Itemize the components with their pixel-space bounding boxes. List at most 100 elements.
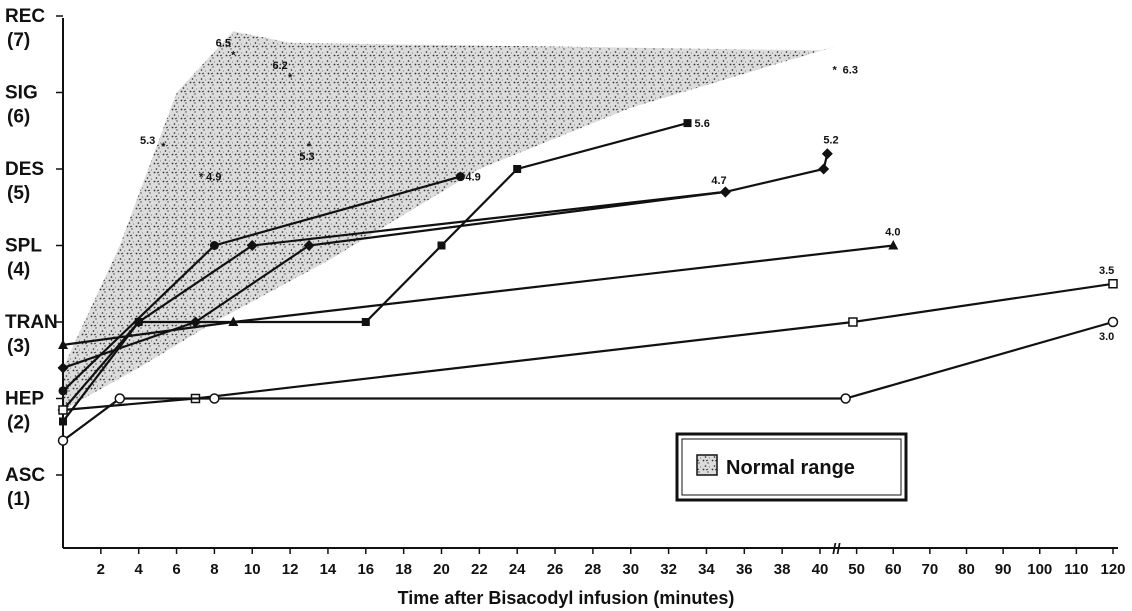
series-3-end-label: 4.9	[465, 172, 480, 184]
range-point-3-label: 6.3	[843, 65, 858, 77]
x-tick-label-50: 50	[848, 561, 865, 578]
legend: Normal range	[675, 432, 908, 502]
range-point-5-label: 5.3	[299, 151, 314, 163]
y-label-number-asc: (1)	[7, 489, 30, 510]
x-tick-label-16: 16	[357, 561, 374, 578]
x-tick-label-2: 2	[97, 561, 105, 578]
range-point-1-label: 6.5	[216, 37, 231, 49]
series-1-point-5	[513, 165, 522, 173]
y-label-number-rec: (7)	[7, 30, 30, 51]
x-tick-label-38: 38	[774, 561, 791, 578]
series-2-end-label: 5.2	[823, 135, 838, 147]
series-4-point-3	[303, 240, 315, 251]
series-1: 5.6	[59, 118, 710, 426]
x-tick-label-32: 32	[660, 561, 677, 578]
legend-inner-box	[681, 438, 902, 496]
series-5: 4.0	[58, 227, 901, 349]
series-2-point-5	[818, 163, 830, 175]
series-7-end-label: 3.0	[1099, 331, 1114, 343]
series-4-end-label: 4.7	[711, 175, 726, 187]
x-tick-label-18: 18	[395, 561, 412, 578]
normal-range-area	[63, 31, 835, 411]
series-3-point-1	[58, 386, 68, 396]
y-label-spl: SPL	[5, 236, 42, 257]
series-6-end-label: 3.5	[1099, 265, 1114, 277]
series-1-point-1	[59, 417, 67, 426]
series-3-point-3	[455, 172, 465, 182]
x-axis-label: Time after Bisacodyl infusion (minutes)	[398, 588, 735, 608]
series-4-point-2	[189, 316, 201, 328]
range-point-2-marker: *	[288, 72, 293, 84]
y-label-hep: HEP	[5, 389, 44, 410]
series-5-point-1	[58, 339, 68, 349]
range-point-3-marker: *	[833, 65, 838, 77]
x-tick-label-30: 30	[622, 561, 639, 578]
range-point-1-marker: *	[231, 49, 236, 61]
series-6-point-4	[1108, 279, 1118, 289]
x-tick-label-70: 70	[922, 561, 939, 578]
x-tick-label-36: 36	[736, 561, 753, 578]
series-1-end-label: 5.6	[695, 118, 710, 130]
range-point-6-label: 4.9	[206, 172, 221, 184]
series-6-line	[62, 282, 1114, 412]
y-label-number-spl: (4)	[7, 260, 30, 281]
series-7-point-3	[209, 393, 220, 404]
x-tick-label-20: 20	[433, 561, 450, 578]
series-7-point-4	[840, 393, 851, 404]
y-label-number-tran: (3)	[7, 336, 30, 357]
series-1-point-4	[437, 241, 446, 250]
series-4-point-4	[719, 186, 731, 198]
range-point-4-label: 5.3	[140, 135, 155, 147]
y-label-number-sig: (6)	[7, 107, 30, 128]
series-2-point-3	[246, 240, 258, 251]
series-2-point-6	[821, 148, 833, 160]
series-5-point-3	[888, 240, 899, 250]
series-1-point-6	[683, 119, 692, 128]
series-5-end-label: 4.0	[885, 227, 900, 239]
x-tick-label-60: 60	[885, 561, 902, 578]
y-label-sig: SIG	[5, 83, 38, 104]
x-tick-label-6: 6	[172, 561, 180, 578]
y-label-asc: ASC	[5, 465, 45, 486]
range-point-4-marker: *	[161, 141, 166, 153]
x-tick-label-110: 110	[1064, 561, 1088, 578]
y-label-tran: TRAN	[5, 312, 58, 333]
series-1-line	[62, 122, 688, 423]
y-label-rec: REC	[5, 6, 45, 27]
x-tick-label-22: 22	[471, 561, 488, 578]
series-6-point-3	[848, 317, 858, 327]
x-tick-label-12: 12	[282, 561, 299, 578]
series-7-point-1	[57, 435, 69, 446]
range-point-5-marker: *	[307, 141, 312, 153]
series-4-line	[62, 190, 726, 369]
x-tick-label-100: 100	[1027, 561, 1052, 578]
series-3: 4.9	[58, 172, 481, 396]
x-tick-label-40: 40	[812, 561, 829, 578]
x-tick-label-34: 34	[698, 561, 715, 578]
series-2-point-2	[133, 316, 145, 328]
axis-break-mark: //	[832, 541, 841, 558]
y-label-number-hep: (2)	[7, 413, 30, 434]
series-3-point-2	[209, 241, 219, 250]
series-7-point-2	[114, 393, 126, 404]
series-7-line	[62, 320, 1114, 442]
series-4-point-1	[57, 362, 69, 374]
legend-label: Normal range	[726, 457, 855, 479]
y-label-number-des: (5)	[7, 183, 30, 204]
x-tick-label-120: 120	[1100, 561, 1125, 578]
x-tick-label-24: 24	[509, 561, 526, 578]
legend-swatch	[696, 454, 718, 476]
x-tick-label-4: 4	[135, 561, 144, 578]
series-4: 4.7	[57, 175, 731, 374]
x-tick-label-14: 14	[320, 561, 337, 578]
x-tick-label-90: 90	[995, 561, 1012, 578]
series-5-point-2	[228, 316, 239, 326]
series-7: 3.0	[57, 316, 1119, 446]
x-tick-label-26: 26	[547, 561, 564, 578]
series-1-point-3	[361, 318, 370, 326]
series-7-point-5	[1107, 316, 1119, 328]
x-tick-label-80: 80	[958, 561, 975, 578]
x-tick-label-8: 8	[210, 561, 218, 578]
x-tick-label-10: 10	[244, 561, 261, 578]
